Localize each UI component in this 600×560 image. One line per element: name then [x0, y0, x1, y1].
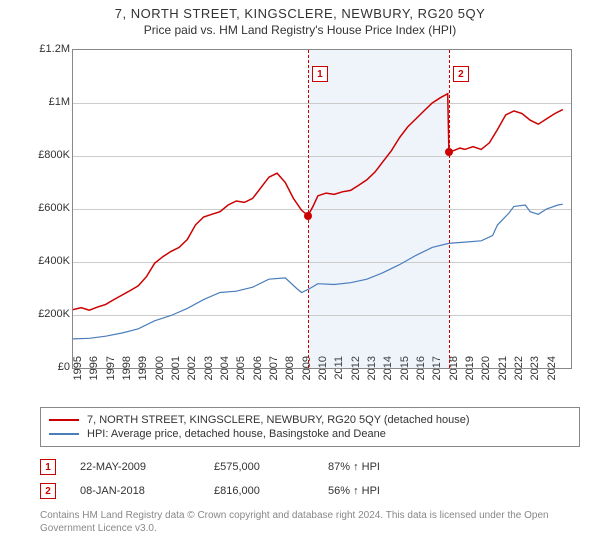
chart-lines	[73, 50, 571, 368]
transaction-delta: 87% ↑ HPI	[328, 461, 380, 473]
chart: £0£200K£400K£600K£800K£1M£1.2M 199519961…	[20, 41, 580, 401]
chart-subtitle: Price paid vs. HM Land Registry's House …	[0, 21, 600, 41]
legend-swatch	[49, 433, 79, 435]
legend-swatch	[49, 419, 79, 421]
legend-label: HPI: Average price, detached house, Basi…	[87, 428, 386, 440]
transaction-date: 08-JAN-2018	[80, 485, 190, 497]
footnote: Contains HM Land Registry data © Crown c…	[40, 509, 580, 535]
legend-row: HPI: Average price, detached house, Basi…	[49, 427, 571, 441]
transaction-delta: 56% ↑ HPI	[328, 485, 380, 497]
legend-row: 7, NORTH STREET, KINGSCLERE, NEWBURY, RG…	[49, 413, 571, 427]
transactions-table: 1 22-MAY-2009 £575,000 87% ↑ HPI 2 08-JA…	[40, 455, 580, 503]
chart-title: 7, NORTH STREET, KINGSCLERE, NEWBURY, RG…	[0, 0, 600, 21]
table-row: 1 22-MAY-2009 £575,000 87% ↑ HPI	[40, 455, 580, 479]
marker-ref-icon: 2	[40, 483, 56, 499]
transaction-date: 22-MAY-2009	[80, 461, 190, 473]
transaction-price: £575,000	[214, 461, 304, 473]
legend: 7, NORTH STREET, KINGSCLERE, NEWBURY, RG…	[40, 407, 580, 447]
transaction-price: £816,000	[214, 485, 304, 497]
plot-area: 12	[72, 49, 572, 369]
marker-ref-icon: 1	[40, 459, 56, 475]
table-row: 2 08-JAN-2018 £816,000 56% ↑ HPI	[40, 479, 580, 503]
legend-label: 7, NORTH STREET, KINGSCLERE, NEWBURY, RG…	[87, 414, 470, 426]
